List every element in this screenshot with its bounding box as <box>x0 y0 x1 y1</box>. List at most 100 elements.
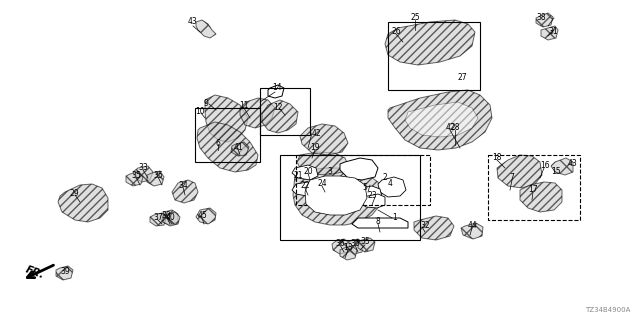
Text: 12: 12 <box>273 103 283 113</box>
Polygon shape <box>240 98 275 128</box>
Bar <box>296 155 430 205</box>
Polygon shape <box>147 171 164 186</box>
Text: 36: 36 <box>350 238 360 247</box>
Text: 26: 26 <box>391 28 401 36</box>
Polygon shape <box>293 168 382 225</box>
Polygon shape <box>536 13 553 27</box>
Polygon shape <box>352 218 408 228</box>
Text: 35: 35 <box>360 237 370 246</box>
Polygon shape <box>126 172 143 186</box>
Text: 42: 42 <box>311 129 321 138</box>
Polygon shape <box>385 20 475 65</box>
Text: 38: 38 <box>536 13 546 22</box>
Polygon shape <box>340 158 378 180</box>
Text: 31: 31 <box>548 28 558 36</box>
Polygon shape <box>160 210 178 225</box>
Polygon shape <box>262 100 298 133</box>
Text: 6: 6 <box>216 139 220 148</box>
Bar <box>280 155 420 240</box>
Polygon shape <box>292 182 315 196</box>
Bar <box>195 108 260 162</box>
Text: 40: 40 <box>165 212 175 221</box>
Polygon shape <box>541 26 558 40</box>
Polygon shape <box>300 124 348 155</box>
Polygon shape <box>378 177 406 197</box>
Text: 21: 21 <box>293 172 303 180</box>
Polygon shape <box>133 166 153 182</box>
Polygon shape <box>297 152 348 175</box>
Text: 7: 7 <box>509 173 515 182</box>
Text: 45: 45 <box>197 211 207 220</box>
Text: 39: 39 <box>60 268 70 276</box>
Text: FR.: FR. <box>24 264 46 280</box>
Polygon shape <box>231 142 249 156</box>
Text: 16: 16 <box>540 161 550 170</box>
Polygon shape <box>197 122 258 172</box>
Polygon shape <box>150 213 166 226</box>
Text: 29: 29 <box>69 188 79 197</box>
Text: 36: 36 <box>335 238 345 247</box>
Polygon shape <box>292 165 318 180</box>
Polygon shape <box>340 246 357 260</box>
Polygon shape <box>551 158 573 175</box>
Text: 4: 4 <box>388 179 392 188</box>
Text: 43: 43 <box>188 18 198 27</box>
Polygon shape <box>520 182 562 212</box>
Text: 18: 18 <box>492 154 502 163</box>
Bar <box>388 22 480 90</box>
Text: 23: 23 <box>367 190 377 199</box>
Text: 44: 44 <box>467 221 477 230</box>
Polygon shape <box>305 176 367 215</box>
Bar <box>488 155 580 220</box>
Text: 42: 42 <box>445 124 455 132</box>
Text: 43: 43 <box>567 158 577 167</box>
Text: 13: 13 <box>343 244 353 252</box>
Polygon shape <box>312 177 342 193</box>
Polygon shape <box>58 184 108 222</box>
Text: 32: 32 <box>420 220 430 229</box>
Polygon shape <box>414 216 454 240</box>
Polygon shape <box>497 155 542 188</box>
Polygon shape <box>388 90 492 150</box>
Polygon shape <box>332 239 350 254</box>
Polygon shape <box>354 186 382 202</box>
Polygon shape <box>205 95 248 142</box>
Polygon shape <box>56 266 73 280</box>
Text: 30: 30 <box>161 211 171 220</box>
Text: 25: 25 <box>410 13 420 22</box>
Polygon shape <box>172 180 198 203</box>
Text: 8: 8 <box>376 218 380 227</box>
Polygon shape <box>360 194 385 208</box>
Text: 27: 27 <box>457 74 467 83</box>
Text: 15: 15 <box>551 167 561 177</box>
Text: 1: 1 <box>392 213 397 222</box>
Text: 5: 5 <box>363 183 367 193</box>
Polygon shape <box>405 102 478 137</box>
Text: 14: 14 <box>272 84 282 92</box>
Text: 17: 17 <box>528 186 538 195</box>
Polygon shape <box>196 20 216 38</box>
Polygon shape <box>163 212 180 226</box>
Text: 20: 20 <box>303 166 313 175</box>
Text: 35: 35 <box>131 171 141 180</box>
Text: 11: 11 <box>239 101 249 110</box>
Text: 28: 28 <box>451 124 460 132</box>
Text: 3: 3 <box>328 167 332 177</box>
Text: 33: 33 <box>138 164 148 172</box>
Polygon shape <box>196 208 216 224</box>
Text: 37: 37 <box>153 212 163 221</box>
Text: 41: 41 <box>233 142 243 151</box>
Text: TZ34B4900A: TZ34B4900A <box>584 307 630 313</box>
Text: 34: 34 <box>178 180 188 189</box>
Text: 2: 2 <box>383 173 387 182</box>
Text: 10: 10 <box>195 108 205 116</box>
Text: 19: 19 <box>310 143 320 153</box>
Polygon shape <box>461 223 483 239</box>
Text: 35: 35 <box>153 171 163 180</box>
Text: 9: 9 <box>204 99 209 108</box>
Bar <box>260 88 310 135</box>
Polygon shape <box>346 239 364 254</box>
Polygon shape <box>268 85 284 98</box>
Text: 24: 24 <box>317 180 327 188</box>
Text: 22: 22 <box>300 181 310 190</box>
